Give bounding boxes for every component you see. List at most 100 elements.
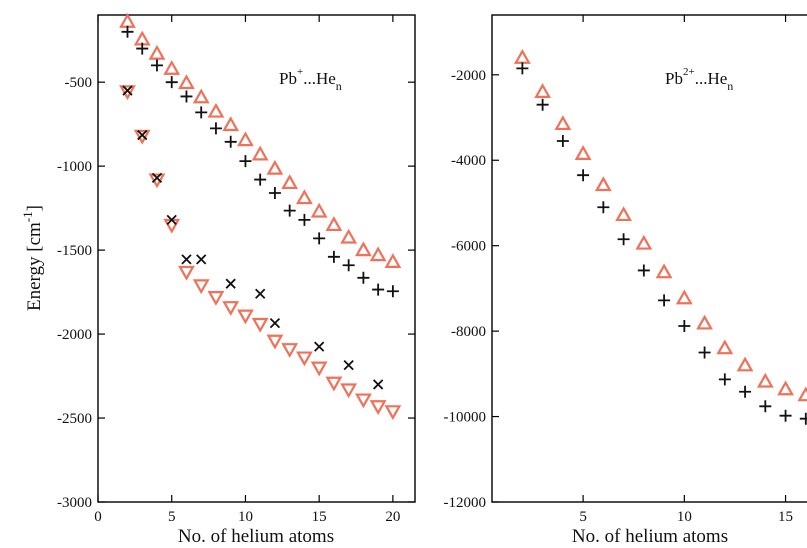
left-y-tick-label: -2500	[57, 411, 92, 427]
left-ticks: 0 5 10 15 20 -3000 -2500 -2000 -1500 -1000 -500	[57, 15, 415, 525]
right-plot-frame	[491, 14, 807, 503]
left-y-tick-label: -500	[65, 75, 93, 91]
right-y-tick-label: -10000	[444, 410, 487, 426]
left-cross-point	[314, 341, 325, 352]
right-plus-point	[597, 201, 610, 214]
left-plus-point	[268, 187, 281, 200]
left-cross-point	[181, 254, 192, 265]
left-triangle-up-point	[148, 44, 166, 60]
right-panel: 5 10 15 -12000 -10000 -8000 -6000 -4000 -2000 Pb…	[444, 14, 807, 547]
left-y-tick-label: -1000	[57, 159, 92, 175]
right-plus-point	[799, 412, 807, 425]
right-triangle-up-point	[696, 314, 713, 330]
right-plus-point	[536, 98, 549, 111]
left-triangle-down-point	[296, 351, 313, 367]
left-x-tick-label: 10	[238, 509, 253, 525]
left-triangle-up-point	[340, 228, 358, 244]
left-triangle-down-point	[266, 334, 284, 350]
left-triangle-down-point	[251, 317, 269, 333]
left-cross-point	[255, 288, 266, 299]
left-cross-point	[225, 278, 236, 289]
left-plus-point	[195, 106, 208, 119]
left-triangle-up-point	[163, 60, 181, 75]
left-triangle-down-point	[384, 405, 402, 421]
left-plus-point	[357, 271, 370, 284]
left-triangle-up-point	[207, 102, 225, 118]
left-x-tick-label: 15	[312, 509, 327, 525]
left-cross-point	[269, 318, 281, 329]
left-triangle-down-point	[192, 279, 210, 295]
right-triangle-up-point	[655, 263, 673, 279]
left-triangle-down-point	[133, 129, 151, 145]
y-axis-label: Energy [cm-1]	[20, 205, 45, 311]
left-triangle-up-point	[251, 145, 269, 161]
right-x-tick-label: 15	[778, 509, 793, 525]
left-plus-point	[298, 213, 311, 226]
left-triangle-up-point	[384, 253, 402, 268]
left-x-tick-label: 20	[385, 509, 400, 525]
left-panel: 0 5 10 15 20 -3000 -2500 -2000 -1500 -1000 -500 Pb…	[20, 12, 416, 547]
left-triangle-down-point	[163, 218, 181, 234]
right-triangle-up-point	[574, 145, 592, 160]
left-data-marks	[119, 12, 402, 421]
left-plus-point	[313, 232, 326, 245]
left-triangle-up-point	[222, 116, 240, 132]
right-plus-point	[698, 346, 711, 359]
right-y-tick-label: -6000	[451, 239, 486, 255]
left-triangle-up-point	[178, 74, 195, 90]
left-cross-point	[196, 254, 207, 265]
left-triangle-down-point	[119, 85, 136, 101]
right-plus-point	[658, 294, 671, 307]
right-x-tick-label: 10	[677, 509, 692, 525]
right-triangle-up-point	[554, 115, 572, 131]
left-cross-point	[373, 379, 384, 390]
right-ticks: 5 10 15 -12000 -10000 -8000 -6000 -4000 -2000	[444, 15, 793, 525]
right-triangle-up-point	[513, 48, 531, 64]
right-y-tick-label: -8000	[451, 324, 486, 340]
right-triangle-up-point	[756, 372, 774, 388]
right-triangle-up-point	[675, 289, 693, 305]
left-cross-point	[343, 359, 354, 371]
left-plus-point	[372, 283, 385, 296]
right-panel-label: Pb2+...Hen	[665, 66, 733, 93]
left-triangle-down-point	[281, 343, 299, 358]
left-plus-point	[327, 250, 340, 263]
left-triangle-down-point	[237, 309, 254, 325]
left-triangle-up-point	[266, 159, 284, 175]
left-triangle-down-point	[340, 383, 358, 399]
left-triangle-up-point	[119, 12, 136, 28]
right-triangle-up-point	[736, 356, 754, 372]
right-triangle-up-point	[615, 206, 632, 222]
left-triangle-up-point	[281, 174, 299, 190]
left-triangle-up-point	[296, 189, 313, 205]
right-triangle-up-point	[716, 339, 734, 355]
right-plus-point	[759, 400, 772, 413]
left-plus-point	[386, 285, 399, 298]
right-data-marks	[513, 48, 807, 425]
left-plot-frame	[97, 14, 416, 503]
right-triangle-up-point	[797, 386, 807, 402]
right-triangle-up-point	[534, 83, 551, 98]
left-plus-point	[136, 42, 149, 55]
left-triangle-down-point	[207, 291, 225, 306]
left-triangle-up-point	[192, 88, 210, 104]
left-plus-point	[342, 259, 355, 272]
left-cross-point	[122, 85, 133, 96]
left-plus-point	[239, 155, 252, 168]
left-triangle-up-point	[369, 246, 387, 262]
left-y-tick-label: -3000	[57, 495, 92, 511]
right-plus-point	[678, 319, 691, 332]
left-plus-point	[180, 90, 193, 103]
left-triangle-down-point	[222, 301, 240, 316]
left-triangle-down-point	[178, 265, 195, 281]
left-triangle-down-point	[325, 376, 343, 392]
left-panel-label: Pb+...Hen	[279, 66, 342, 93]
right-y-tick-label: -12000	[444, 495, 487, 511]
left-plus-point	[224, 135, 237, 148]
right-y-tick-label: -4000	[451, 153, 486, 169]
left-triangle-down-point	[310, 361, 328, 377]
left-cross-point	[166, 214, 177, 226]
left-plus-point	[165, 76, 178, 89]
left-triangle-up-point	[237, 131, 254, 147]
